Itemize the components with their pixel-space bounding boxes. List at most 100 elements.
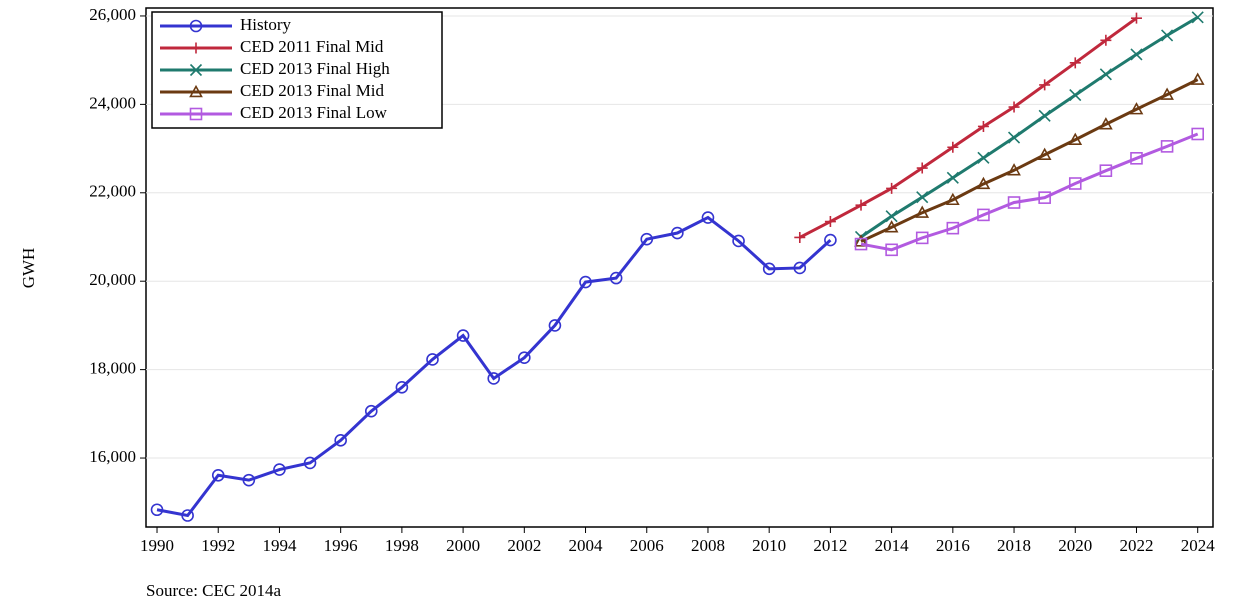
y-tick-label: 18,000 [89,359,136,378]
x-tick-label: 2002 [507,536,541,555]
marker [793,261,807,275]
marker [1007,196,1021,209]
marker [1129,102,1144,115]
marker [794,231,806,243]
x-tick-label: 2008 [691,536,725,555]
marker [916,191,929,204]
marker [946,221,960,235]
series-line [860,15,1199,239]
marker [1161,29,1174,42]
marker [242,473,256,487]
marker [1008,101,1020,113]
marker [976,176,991,190]
marker [916,162,928,174]
x-tick-label: 2004 [569,536,604,555]
marker [977,120,989,132]
x-tick-label: 1990 [140,536,174,555]
x-tick-label: 1996 [324,536,358,555]
marker [1099,117,1113,130]
marker [273,463,286,476]
marker [977,151,990,164]
y-tick-label: 16,000 [89,447,136,466]
marker [732,234,745,248]
legend-label: CED 2011 Final Mid [240,37,384,56]
marker [150,503,164,517]
y-tick-label: 20,000 [89,270,136,289]
legend-label: CED 2013 Final High [240,59,390,78]
source-note: Source: CEC 2014a [146,581,281,600]
marker [426,353,439,366]
x-tick-label: 2014 [875,536,910,555]
marker [1130,152,1143,165]
marker [701,211,715,224]
marker [640,232,654,246]
marker [1038,109,1051,122]
marker [334,434,347,447]
legend-marker [189,84,203,98]
marker [854,237,868,251]
marker [1038,191,1051,204]
marker [885,243,898,257]
marker [854,234,868,247]
series-line [799,16,1138,239]
marker [1068,132,1083,145]
legend-marker [189,63,203,77]
marker [1099,164,1113,177]
marker [1130,48,1143,61]
plot-frame [145,7,1214,528]
marker [1160,140,1174,153]
marker [364,404,378,418]
legend-marker [189,107,203,121]
marker [1160,87,1174,100]
marker [1069,57,1081,69]
x-tick-label: 2000 [446,536,480,555]
marker [548,319,562,332]
marker [977,208,990,222]
marker [885,210,898,223]
marker [1007,131,1021,144]
x-tick-label: 2010 [752,536,786,555]
marker [915,231,929,245]
marker [303,456,317,470]
x-tick-label: 2006 [630,536,664,555]
marker [1099,68,1112,81]
marker [518,351,531,364]
marker [884,220,899,233]
x-tick-label: 2022 [1119,536,1153,555]
marker [762,262,776,276]
x-tick-label: 1992 [201,536,235,555]
x-tick-label: 1998 [385,536,419,555]
marker [1190,72,1205,85]
y-tick-label: 22,000 [89,182,136,201]
marker [579,275,592,289]
marker [487,372,501,385]
marker [1191,11,1204,24]
marker [945,192,960,206]
marker [947,141,959,153]
marker [915,205,930,218]
marker [395,381,409,394]
marker [671,226,684,240]
legend-marker [190,42,202,54]
legend-label: History [240,15,292,34]
marker [609,271,623,285]
marker [1037,147,1052,160]
y-axis-label: GWH [19,248,38,289]
marker [1007,163,1021,176]
legend-marker [189,19,203,33]
x-tick-label: 2012 [813,536,847,555]
legend-label: CED 2013 Final Mid [240,81,385,100]
marker [1069,89,1082,102]
y-tick-label: 24,000 [89,93,136,112]
marker [824,216,836,228]
marker [1100,34,1112,46]
marker [1068,177,1082,190]
series-line [860,132,1199,252]
marker [211,468,225,482]
x-tick-label: 2024 [1181,536,1216,555]
x-tick-label: 2018 [997,536,1031,555]
x-tick-label: 1994 [262,536,297,555]
marker [1191,127,1204,141]
x-tick-label: 2016 [936,536,970,555]
